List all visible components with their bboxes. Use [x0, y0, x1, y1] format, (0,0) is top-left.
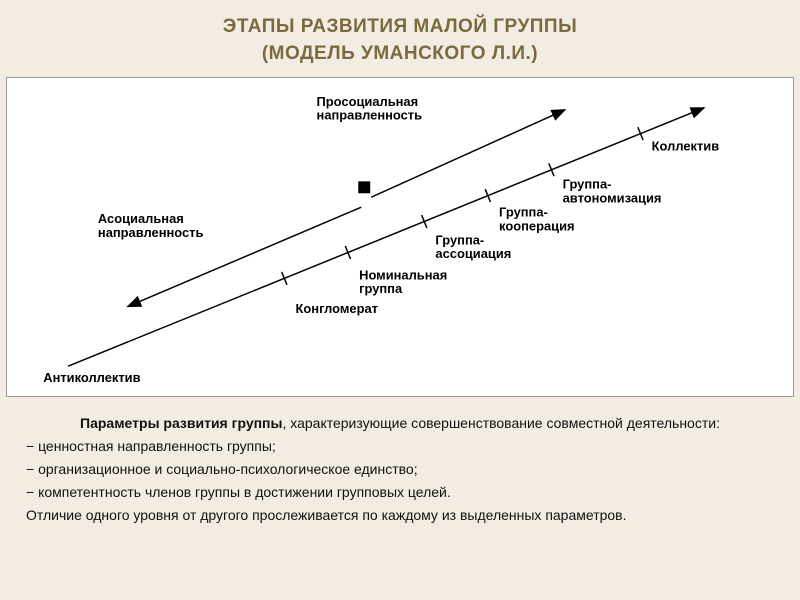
- caption-block: Параметры развития группы, характеризующ…: [0, 397, 800, 526]
- svg-text:Номинальнаягруппа: Номинальнаягруппа: [359, 267, 447, 296]
- svg-text:Антиколлектив: Антиколлектив: [43, 370, 140, 385]
- diagram-frame: Конгломерат Номинальнаягруппа Группа-ассоц…: [6, 77, 794, 397]
- umansky-diagram: Конгломерат Номинальнаягруппа Группа-ассоц…: [7, 78, 793, 396]
- caption-note: Отличие одного уровня от другого прослеж…: [26, 505, 774, 526]
- title-block: ЭТАПЫ РАЗВИТИЯ МАЛОЙ ГРУППЫ (МОДЕЛЬ УМАН…: [0, 0, 800, 77]
- svg-text:Группа-автономизация: Группа-автономизация: [563, 177, 662, 206]
- svg-text:Коллектив: Коллектив: [652, 139, 720, 154]
- svg-text:Просоциальнаянаправленность: Просоциальнаянаправленность: [317, 94, 423, 123]
- caption-intro-strong: Параметры развития группы: [80, 415, 282, 431]
- title-line-1: ЭТАПЫ РАЗВИТИЯ МАЛОЙ ГРУППЫ: [20, 14, 780, 41]
- caption-intro-rest: , характеризующие совершенствование совм…: [282, 415, 720, 431]
- title-line-2: (МОДЕЛЬ УМАНСКОГО Л.И.): [20, 41, 780, 68]
- svg-text:Группа-ассоциация: Группа-ассоциация: [435, 233, 511, 262]
- caption-intro: Параметры развития группы, характеризующ…: [26, 413, 774, 434]
- svg-text:Группа-кооперация: Группа-кооперация: [499, 205, 575, 234]
- caption-item: − ценностная направленность группы;: [26, 436, 774, 457]
- svg-text:Конгломерат: Конгломерат: [296, 301, 378, 316]
- caption-item: − компетентность членов группы в достиже…: [26, 482, 774, 503]
- svg-text:Асоциальнаянаправленность: Асоциальнаянаправленность: [98, 211, 204, 240]
- caption-item: − организационное и социально-психологич…: [26, 459, 774, 480]
